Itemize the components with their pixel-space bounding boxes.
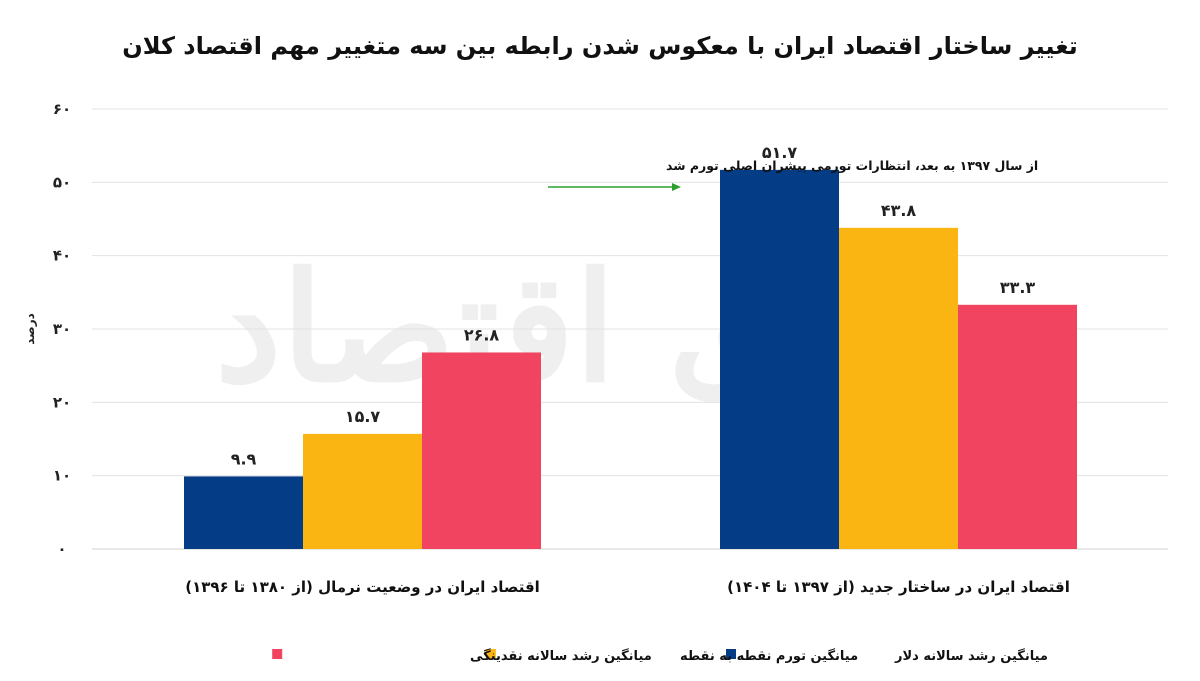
- bar: [720, 169, 839, 549]
- legend-label: میانگین تورم نقطه به نقطه: [680, 648, 858, 664]
- legend-swatch: [272, 649, 283, 659]
- annotation: از سال ۱۳۹۷ به بعد، انتظارات تورمی پیشرا…: [548, 158, 1038, 191]
- bar: [184, 476, 303, 549]
- category-labels: اقتصاد ایران در ساختار جدید (از ۱۳۹۷ تا …: [185, 578, 1070, 596]
- y-tick-label: ۳۰: [53, 320, 71, 338]
- y-tick-label: ۴۰: [53, 247, 71, 265]
- bar: [303, 433, 422, 549]
- category-label: اقتصاد ایران در وضعیت نرمال (از ۱۳۸۰ تا …: [185, 578, 540, 596]
- bars: [184, 169, 1077, 550]
- legend-swatch: [726, 649, 736, 659]
- data-label: ۴۳.۸: [881, 201, 917, 220]
- data-label: ۵۱.۷: [762, 143, 798, 162]
- category-label: اقتصاد ایران در ساختار جدید (از ۱۳۹۷ تا …: [727, 578, 1070, 596]
- bar: [422, 352, 541, 549]
- y-tick-label: ۵۰: [53, 173, 71, 191]
- y-tick-label: ۶۰: [53, 100, 71, 118]
- bar: [958, 304, 1077, 549]
- y-tick-label: ۰: [57, 540, 66, 558]
- legend-swatch: [485, 649, 496, 659]
- data-label: ۳۳.۳: [1000, 278, 1036, 297]
- legend: میانگین رشد سالانه دلار میانگین تورم نقطه…: [272, 648, 1048, 664]
- chart-title: تغییر ساختار اقتصاد ایران با معکوس شدن ر…: [122, 32, 1078, 60]
- y-axis-ticks: ۰ ۱۰ ۲۰ ۳۰ ۴۰ ۵۰ ۶۰: [53, 100, 71, 558]
- y-axis-label: درصد: [23, 313, 37, 345]
- data-label: ۱۵.۷: [345, 407, 381, 426]
- legend-label: میانگین رشد سالانه دلار: [894, 648, 1048, 664]
- legend-label: میانگین رشد سالانه نقدینگی: [470, 648, 652, 664]
- annotation-arrowhead: [672, 183, 681, 191]
- annotation-text: از سال ۱۳۹۷ به بعد، انتظارات تورمی پیشرا…: [666, 158, 1038, 174]
- y-tick-label: ۲۰: [53, 393, 71, 411]
- data-label: ۲۶.۸: [464, 325, 500, 344]
- y-tick-label: ۱۰: [53, 467, 71, 485]
- data-labels: ۵۱.۷ ۴۳.۸ ۳۳.۳ ۹.۹ ۱۵.۷ ۲۶.۸: [231, 143, 1036, 469]
- data-label: ۹.۹: [231, 449, 257, 468]
- bar: [839, 227, 958, 550]
